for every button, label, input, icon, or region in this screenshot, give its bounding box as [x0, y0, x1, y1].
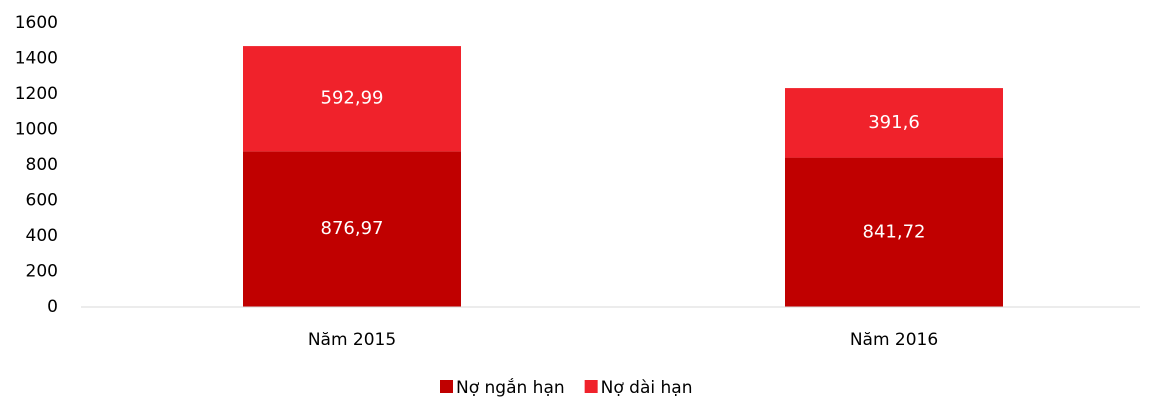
legend-swatch	[440, 380, 453, 393]
value-label: 841,72	[863, 221, 926, 242]
y-tick-label: 800	[26, 155, 58, 175]
y-tick-label: 1400	[15, 49, 58, 69]
y-tick-label: 600	[26, 191, 58, 211]
y-tick-label: 1000	[15, 120, 58, 140]
x-tick-label: Năm 2016	[850, 330, 938, 350]
y-tick-label: 200	[26, 262, 58, 282]
value-label: 391,6	[868, 112, 920, 133]
value-label: 592,99	[321, 88, 384, 109]
bar-segment	[243, 151, 461, 307]
bar-segment	[785, 157, 1003, 307]
legend-label: Nợ ngắn hạn	[456, 377, 565, 398]
x-tick-label: Năm 2015	[308, 330, 396, 350]
y-tick-label: 1600	[15, 13, 58, 33]
value-label: 876,97	[321, 218, 384, 239]
legend-label: Nợ dài hạn	[601, 378, 693, 398]
bar-segment	[243, 46, 461, 152]
y-tick-label: 0	[47, 297, 58, 317]
y-tick-label: 400	[26, 226, 58, 246]
legend-swatch	[584, 380, 598, 393]
bar-segment	[785, 88, 1003, 158]
y-tick-label: 1200	[15, 84, 58, 104]
